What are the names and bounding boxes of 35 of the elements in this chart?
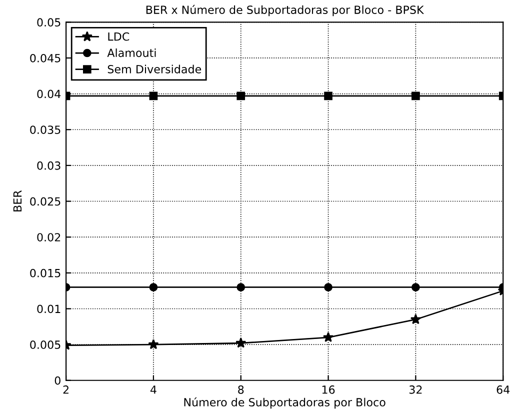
point (236, 283, 246, 292)
x-tick-label: 16 (322, 385, 335, 394)
legend-label: Sem Diversidade (108, 64, 202, 74)
y-axis-title: BER (13, 190, 22, 212)
point (412, 283, 420, 292)
x-tick-label: 32 (409, 385, 422, 394)
point (149, 283, 158, 292)
point (410, 314, 422, 324)
point (148, 339, 159, 350)
point (149, 92, 158, 100)
x-tick-label: 8 (238, 385, 244, 394)
y-tick-label: 0.035 (30, 126, 60, 134)
y-tick-label: 0.02 (37, 233, 60, 242)
point (412, 92, 420, 100)
x-tick-label: 2 (63, 385, 68, 394)
point (236, 92, 246, 100)
y-tick-label: 0.05 (37, 18, 60, 27)
point (324, 283, 332, 292)
point (236, 338, 246, 348)
chart-title: BER x Número de Subportadoras por Bloco - BPSK (146, 4, 424, 16)
x-tick-label: 4 (150, 386, 156, 394)
y-tick-label: 0 (54, 376, 60, 385)
y-tick-label: 0.045 (30, 54, 60, 62)
y-tick-label: 0.015 (30, 268, 60, 278)
y-tick-label: 0.03 (37, 161, 60, 170)
point (324, 92, 332, 100)
y-tick-label: 0.005 (30, 340, 60, 349)
x-axis-title: Número de Subportadoras por Bloco (184, 397, 386, 409)
x-tick-label: 64 (496, 385, 510, 394)
legend-label: Alamouti (107, 48, 156, 58)
y-tick-label: 0.01 (37, 304, 60, 314)
y-tick-label: 0.04 (37, 90, 61, 98)
legend-label: LDC (108, 32, 130, 41)
point (322, 332, 334, 342)
y-tick-label: 0.025 (30, 197, 60, 206)
